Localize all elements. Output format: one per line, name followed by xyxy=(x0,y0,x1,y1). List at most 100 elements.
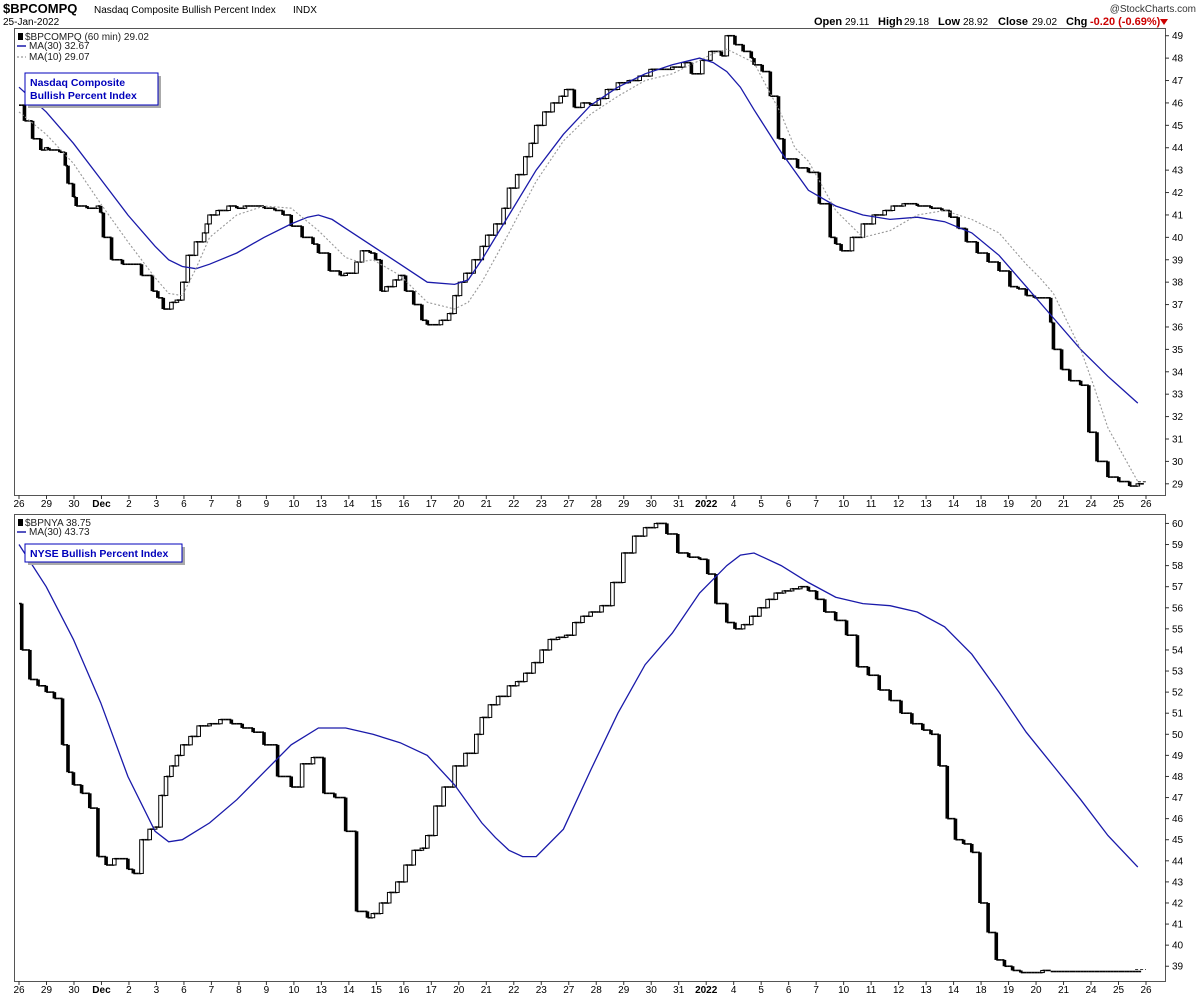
x-tick-label: 27 xyxy=(563,985,575,996)
x-tick-label: 9 xyxy=(264,985,270,996)
price-bar xyxy=(572,89,577,108)
price-bar xyxy=(207,214,212,225)
price-bar xyxy=(563,88,569,97)
price-bar xyxy=(975,241,980,254)
x-tick-label: 13 xyxy=(921,985,933,996)
x-tick-label: 13 xyxy=(921,499,933,510)
x-tick-label: 22 xyxy=(508,499,520,510)
price-bar xyxy=(910,713,914,724)
price-bar xyxy=(150,275,155,292)
x-tick-label: Dec xyxy=(92,499,111,510)
price-bar xyxy=(599,605,604,613)
y-tick-label: 38 xyxy=(1172,278,1184,289)
price-bar xyxy=(365,911,370,918)
x-tick-label: 3 xyxy=(154,499,160,510)
price-bar xyxy=(38,138,43,150)
price-bar xyxy=(523,156,528,176)
price-bar xyxy=(52,692,57,699)
x-tick-label: 26 xyxy=(1140,985,1152,996)
price-bar xyxy=(111,858,117,866)
price-bar xyxy=(563,634,569,638)
price-bar xyxy=(85,205,89,209)
x-tick-label: 2 xyxy=(126,499,132,510)
legend-swatch-bar xyxy=(18,519,23,526)
price-bar xyxy=(953,818,958,840)
top-annotation: Nasdaq Composite Bullish Percent Index xyxy=(24,72,161,108)
price-bar xyxy=(817,172,822,204)
price-bar xyxy=(610,581,615,607)
y-tick-label: 52 xyxy=(1172,688,1184,699)
bottom-x-axis: 26 29 30 Dec 2 3 6 7 8 9 10 13 14 15 16 17 20 21 22 23 27 28 2… xyxy=(13,981,1152,996)
x-tick-label: 2022 xyxy=(695,499,718,510)
y-tick-label: 30 xyxy=(1172,457,1184,468)
x-tick-label: Dec xyxy=(92,985,111,996)
price-bar xyxy=(58,149,62,153)
price-bar xyxy=(36,679,40,686)
price-bar xyxy=(139,839,144,874)
symbol-label: $BPCOMPQ xyxy=(3,1,77,16)
price-bar xyxy=(866,666,871,676)
price-bar xyxy=(642,527,648,537)
price-bar xyxy=(66,744,70,773)
price-bar xyxy=(204,223,210,234)
price-bar xyxy=(310,756,316,765)
y-tick-label: 46 xyxy=(1172,814,1184,825)
open-value: 29.11 xyxy=(845,17,870,28)
price-bar xyxy=(281,210,285,215)
x-tick-label: 6 xyxy=(786,499,792,510)
x-tick-label: 16 xyxy=(398,499,410,510)
price-bar xyxy=(338,270,343,276)
price-bar xyxy=(689,62,694,74)
price-bar xyxy=(822,599,827,612)
price-bar xyxy=(631,535,637,554)
x-tick-label: 10 xyxy=(288,985,300,996)
top-x-axis: 26 29 30 Dec 2 3 6 7 8 9 10 13 14 15 16 17 20 21 22 23 27 28 2… xyxy=(13,495,1152,510)
price-bar xyxy=(514,681,520,687)
x-tick-label: 30 xyxy=(68,985,80,996)
price-bar xyxy=(403,864,408,883)
price-bar xyxy=(158,794,163,828)
x-tick-label: 24 xyxy=(1085,985,1097,996)
x-tick-label: 20 xyxy=(1030,985,1042,996)
y-tick-label: 51 xyxy=(1172,709,1184,720)
x-tick-label: 14 xyxy=(343,985,355,996)
price-bar xyxy=(433,805,438,837)
x-tick-label: 31 xyxy=(673,985,685,996)
x-tick-label: 6 xyxy=(181,985,187,996)
price-bar xyxy=(752,58,756,65)
price-bar xyxy=(1095,432,1099,462)
price-bar xyxy=(588,611,593,617)
price-bar xyxy=(44,685,49,693)
x-tick-label: 20 xyxy=(453,985,465,996)
x-tick-label: 8 xyxy=(236,985,242,996)
price-bar xyxy=(463,272,468,283)
y-tick-label: 37 xyxy=(1172,300,1184,311)
price-bar xyxy=(441,786,446,807)
price-bar xyxy=(193,241,199,256)
x-tick-label: 2022 xyxy=(695,985,718,996)
price-bar xyxy=(937,734,941,766)
price-bar xyxy=(1024,288,1029,296)
annotation-line-1: NYSE Bullish Percent Index xyxy=(30,548,168,560)
price-bar xyxy=(969,843,974,853)
y-tick-label: 48 xyxy=(1172,772,1184,783)
price-bar xyxy=(697,557,702,560)
y-tick-label: 47 xyxy=(1172,793,1184,804)
price-bar xyxy=(201,232,207,243)
price-bar xyxy=(425,320,430,325)
y-tick-label: 35 xyxy=(1172,345,1184,356)
bottom-annotation: NYSE Bullish Percent Index xyxy=(24,543,185,565)
index-name: Nasdaq Composite Bullish Percent Index xyxy=(94,5,276,16)
price-bar xyxy=(665,523,669,534)
price-bar xyxy=(961,839,966,844)
price-bar xyxy=(229,719,234,724)
x-tick-label: 17 xyxy=(426,985,438,996)
y-tick-label: 44 xyxy=(1172,143,1184,154)
price-bar xyxy=(120,259,125,265)
y-tick-label: 49 xyxy=(1172,31,1184,42)
price-bar xyxy=(724,603,729,623)
price-bar xyxy=(109,237,114,260)
x-tick-label: 2 xyxy=(126,985,132,996)
price-bar xyxy=(547,638,553,651)
ma30-line xyxy=(18,544,1139,868)
